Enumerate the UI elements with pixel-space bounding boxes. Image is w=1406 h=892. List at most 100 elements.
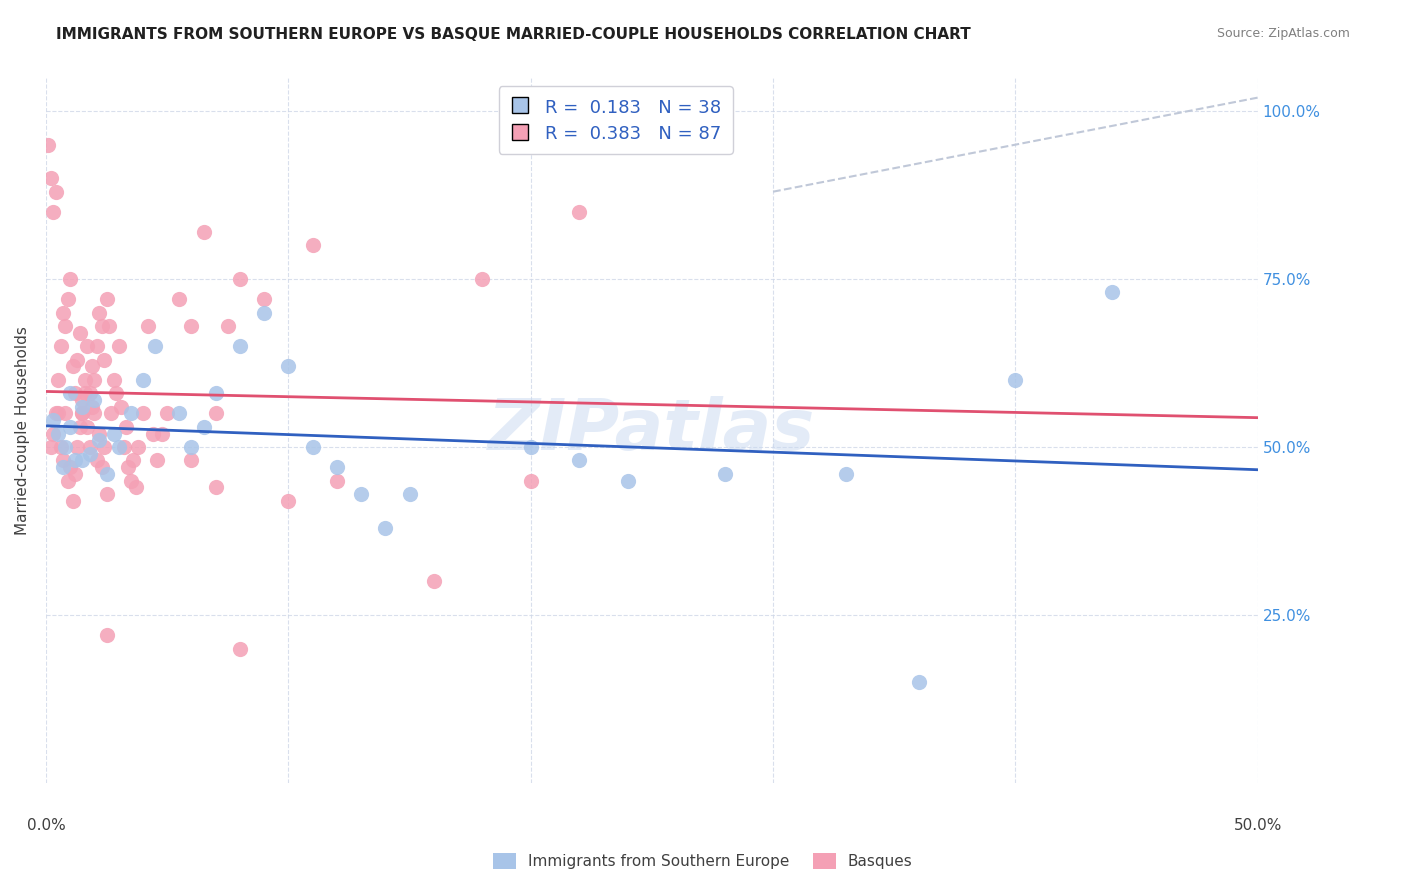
Point — [98, 319, 121, 334]
Point — [79, 386, 101, 401]
Point — [72, 453, 94, 467]
Point — [89, 434, 111, 448]
Point — [83, 373, 105, 387]
Point — [112, 440, 135, 454]
Point — [229, 272, 252, 286]
Point — [326, 460, 349, 475]
Point — [103, 426, 125, 441]
Point — [180, 440, 202, 454]
Point — [93, 440, 115, 454]
Point — [616, 474, 638, 488]
Point — [76, 420, 98, 434]
Point — [39, 171, 62, 186]
Point — [105, 386, 128, 401]
Point — [253, 305, 276, 319]
Point — [39, 440, 62, 454]
Point — [568, 204, 591, 219]
Point — [49, 440, 72, 454]
Point — [107, 339, 129, 353]
Point — [73, 386, 96, 401]
Point — [204, 407, 226, 421]
Point — [45, 185, 67, 199]
Point — [713, 467, 735, 481]
Point — [66, 352, 89, 367]
Point — [142, 426, 165, 441]
Point — [193, 420, 215, 434]
Point — [72, 407, 94, 421]
Point — [93, 352, 115, 367]
Point — [46, 426, 69, 441]
Text: 0.0%: 0.0% — [27, 818, 65, 833]
Point — [45, 407, 67, 421]
Point — [56, 474, 79, 488]
Point — [37, 137, 59, 152]
Point — [90, 319, 112, 334]
Point — [146, 453, 169, 467]
Text: IMMIGRANTS FROM SOUTHERN EUROPE VS BASQUE MARRIED-COUPLE HOUSEHOLDS CORRELATION : IMMIGRANTS FROM SOUTHERN EUROPE VS BASQU… — [56, 27, 972, 42]
Point — [63, 453, 86, 467]
Point — [96, 487, 118, 501]
Point — [90, 460, 112, 475]
Point — [132, 407, 155, 421]
Point — [326, 474, 349, 488]
Text: Source: ZipAtlas.com: Source: ZipAtlas.com — [1216, 27, 1350, 40]
Point — [59, 460, 82, 475]
Point — [63, 386, 86, 401]
Point — [52, 460, 75, 475]
Point — [86, 339, 108, 353]
Point — [143, 339, 166, 353]
Point — [150, 426, 173, 441]
Point — [83, 392, 105, 407]
Point — [89, 426, 111, 441]
Point — [229, 339, 252, 353]
Point — [53, 407, 76, 421]
Point — [59, 272, 82, 286]
Point — [72, 392, 94, 407]
Point — [398, 487, 420, 501]
Point — [204, 386, 226, 401]
Point — [907, 675, 929, 690]
Point — [72, 400, 94, 414]
Text: 50.0%: 50.0% — [1233, 818, 1282, 833]
Point — [519, 474, 541, 488]
Point — [56, 292, 79, 306]
Legend: Immigrants from Southern Europe, Basques: Immigrants from Southern Europe, Basques — [488, 847, 918, 875]
Point — [120, 474, 142, 488]
Point — [80, 400, 103, 414]
Point — [568, 453, 591, 467]
Point — [103, 373, 125, 387]
Point — [69, 420, 91, 434]
Point — [100, 407, 122, 421]
Point — [253, 292, 276, 306]
Point — [301, 440, 323, 454]
Point — [835, 467, 858, 481]
Point — [471, 272, 494, 286]
Point — [301, 238, 323, 252]
Point — [89, 305, 111, 319]
Point — [80, 359, 103, 374]
Point — [86, 453, 108, 467]
Point — [374, 521, 396, 535]
Point — [96, 467, 118, 481]
Point — [519, 440, 541, 454]
Point — [115, 420, 138, 434]
Point — [46, 373, 69, 387]
Point — [122, 453, 145, 467]
Point — [59, 386, 82, 401]
Point — [72, 407, 94, 421]
Point — [180, 453, 202, 467]
Point — [96, 628, 118, 642]
Point — [107, 440, 129, 454]
Point — [423, 574, 446, 589]
Point — [180, 319, 202, 334]
Point — [204, 480, 226, 494]
Point — [76, 339, 98, 353]
Point — [127, 440, 149, 454]
Point — [53, 319, 76, 334]
Point — [42, 426, 65, 441]
Point — [96, 292, 118, 306]
Text: ZIPatlas: ZIPatlas — [488, 396, 815, 465]
Point — [42, 204, 65, 219]
Point — [62, 359, 84, 374]
Point — [1101, 285, 1123, 300]
